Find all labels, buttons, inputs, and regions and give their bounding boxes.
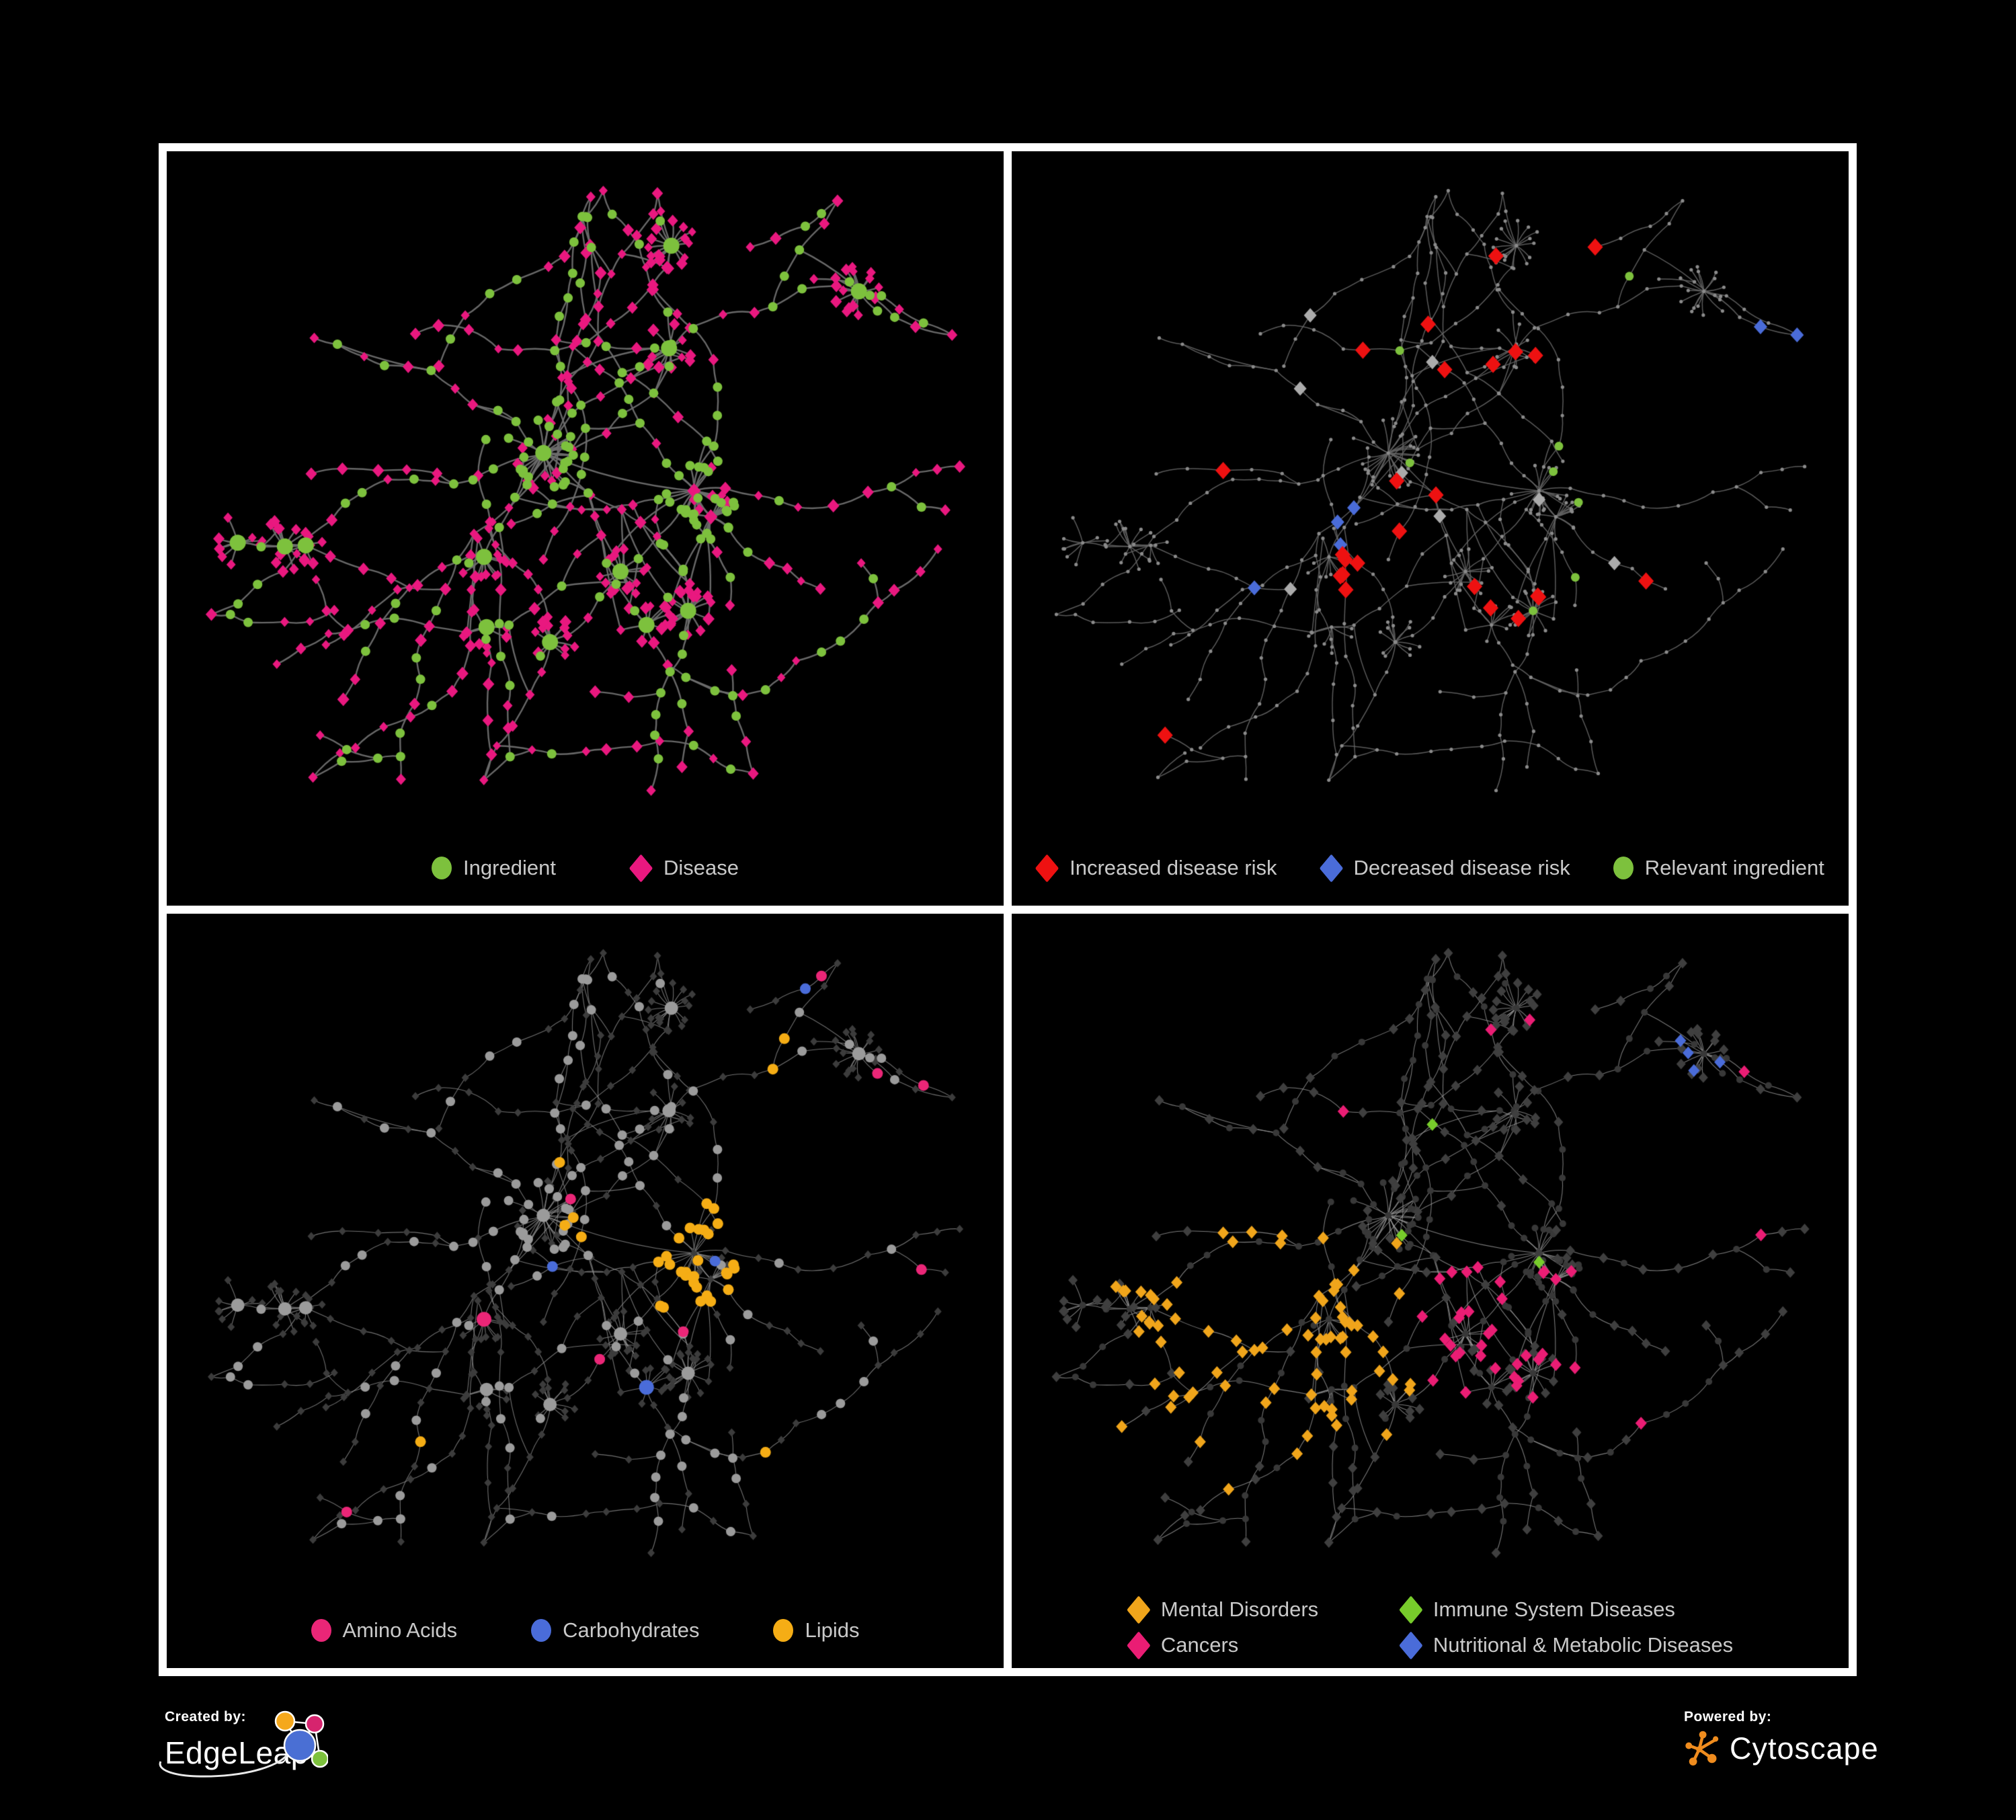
legend-item-decreased-risk: Decreased disease risk — [1319, 853, 1570, 883]
created-by-label: Created by: — [165, 1709, 247, 1725]
cytoscape-wordmark: Cytoscape — [1730, 1731, 1879, 1766]
disease-risk-legend: Increased disease risk Decreased disease… — [1012, 853, 1849, 883]
panel-nutrient-classes: Amino Acids Carbohydrates Lipids — [167, 914, 1004, 1668]
amino-acids-circle-icon — [311, 1619, 331, 1642]
legend-label: Mental Disorders — [1160, 1597, 1319, 1621]
legend-item-carbohydrates: Carbohydrates — [531, 1618, 699, 1643]
cytoscape-network-icon — [1685, 1731, 1719, 1766]
legend-item-ingredient: Ingredient — [432, 856, 556, 880]
disease-risk-network-canvas — [1012, 151, 1849, 906]
ingredient-disease-network-canvas — [167, 151, 1004, 906]
edgeleap-swoosh-icon — [159, 1747, 292, 1778]
edgeleap-network-icon — [274, 1710, 328, 1768]
ingredient-circle-icon — [432, 857, 452, 879]
legend-item-lipids: Lipids — [773, 1618, 859, 1643]
nutrient-class-legend: Amino Acids Carbohydrates Lipids — [167, 1618, 1004, 1643]
panel-disease-categories: Mental Disorders Immune System Diseases … — [1012, 914, 1849, 1668]
legend-item-mental-disorders: Mental Disorders — [1126, 1595, 1400, 1624]
cytoscape-logo: Cytoscape — [1684, 1729, 1879, 1768]
legend-item-increased-risk: Increased disease risk — [1035, 853, 1277, 883]
legend-label: Carbohydrates — [563, 1618, 700, 1642]
relevant-ingredient-circle-icon — [1613, 857, 1634, 879]
carbohydrates-circle-icon — [531, 1619, 552, 1642]
legend-label: Nutritional & Metabolic Diseases — [1433, 1633, 1734, 1657]
legend-item-cancers: Cancers — [1126, 1630, 1400, 1660]
legend-item-nutritional-metabolic: Nutritional & Metabolic Diseases — [1398, 1630, 1734, 1660]
legend-label: Disease — [663, 856, 739, 879]
legend-item-immune-diseases: Immune System Diseases — [1398, 1595, 1733, 1624]
powered-by-label: Powered by: — [1684, 1709, 1772, 1725]
cancers-diamond-icon — [1126, 1630, 1151, 1660]
panel-disease-risk: Increased disease risk Decreased disease… — [1012, 151, 1849, 906]
legend-label: Lipids — [805, 1618, 860, 1642]
legend-label: Amino Acids — [342, 1618, 458, 1642]
disease-category-network-canvas — [1012, 914, 1849, 1668]
disease-category-legend: Mental Disorders Immune System Diseases … — [1126, 1595, 1734, 1660]
decreased-risk-diamond-icon — [1319, 853, 1343, 883]
nutrient-class-network-canvas — [167, 914, 1004, 1668]
legend-item-relevant-ingredient: Relevant ingredient — [1613, 856, 1824, 880]
legend-label: Ingredient — [463, 856, 556, 879]
figure-frame: Ingredient Disease Increased disease ris… — [159, 143, 1857, 1676]
powered-by-block: Powered by: Cytoscape — [1684, 1709, 1879, 1768]
legend-item-disease: Disease — [629, 853, 739, 883]
legend-label: Relevant ingredient — [1644, 856, 1824, 879]
lipids-circle-icon — [773, 1619, 794, 1642]
immune-diseases-diamond-icon — [1398, 1595, 1423, 1624]
ingredient-disease-legend: Ingredient Disease — [167, 853, 1004, 883]
mental-disorders-diamond-icon — [1126, 1595, 1151, 1624]
nutritional-metabolic-diamond-icon — [1398, 1630, 1423, 1660]
legend-label: Immune System Diseases — [1433, 1597, 1675, 1621]
created-by-block: Created by: EdgeLeap — [159, 1709, 328, 1782]
legend-item-amino-acids: Amino Acids — [311, 1618, 458, 1643]
legend-label: Cancers — [1160, 1633, 1239, 1657]
legend-label: Decreased disease risk — [1353, 856, 1570, 879]
panel-ingredient-disease: Ingredient Disease — [167, 151, 1004, 906]
disease-diamond-icon — [629, 853, 653, 883]
edgeleap-logo: EdgeLeap — [159, 1710, 328, 1782]
increased-risk-diamond-icon — [1035, 853, 1059, 883]
legend-label: Increased disease risk — [1070, 856, 1277, 879]
